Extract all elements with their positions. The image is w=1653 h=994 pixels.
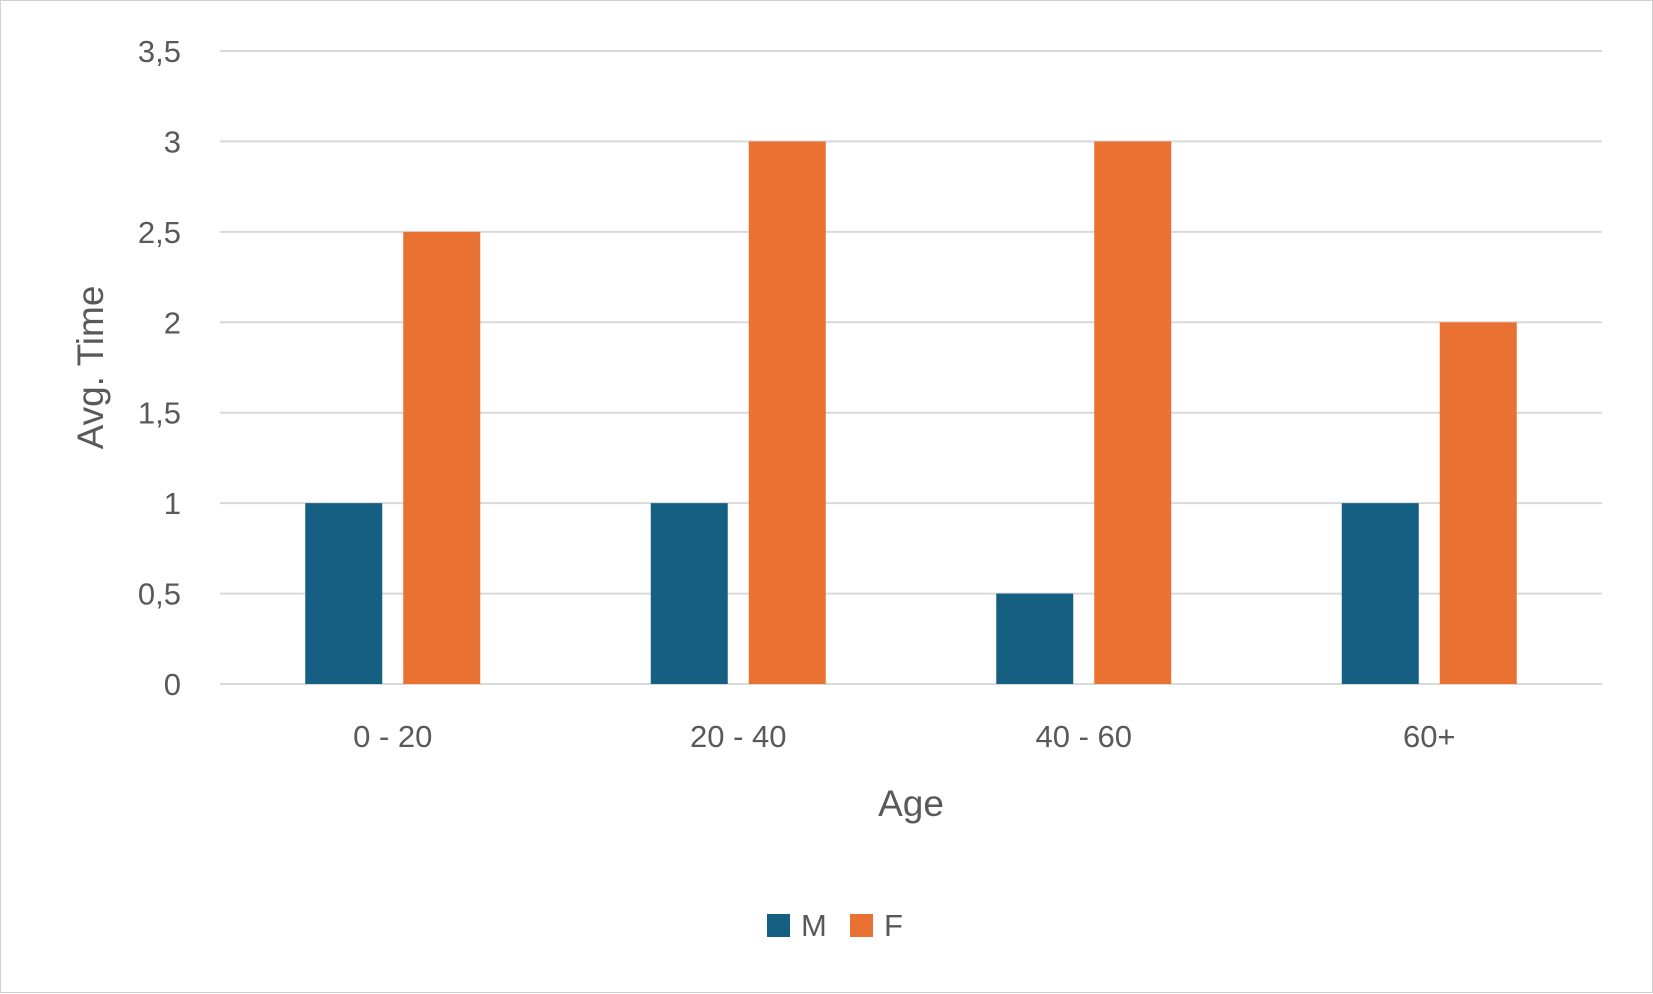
- y-tick-label: 2: [164, 305, 181, 340]
- y-tick-label: 2,5: [138, 215, 181, 250]
- legend-swatch-f: [850, 914, 873, 937]
- bar-m-1: [650, 503, 728, 684]
- x-axis-title: Age: [878, 783, 944, 824]
- y-tick-label: 3,5: [138, 34, 181, 69]
- legend-label-m: M: [801, 908, 827, 943]
- bar-f-3: [1439, 322, 1517, 684]
- bar-f-2: [1094, 141, 1172, 684]
- y-tick-label: 1: [164, 486, 181, 521]
- x-tick-label: 60+: [1403, 719, 1456, 754]
- bar-m-2: [996, 593, 1074, 684]
- y-axis-title: Avg. Time: [70, 286, 111, 450]
- x-tick-label: 0 - 20: [353, 719, 432, 754]
- bar-f-0: [403, 231, 481, 684]
- y-tick-label: 0,5: [138, 577, 181, 612]
- bar-m-0: [305, 503, 383, 684]
- x-tick-label: 40 - 60: [1035, 719, 1132, 754]
- y-tick-label: 3: [164, 124, 181, 159]
- y-tick-label: 1,5: [138, 396, 181, 431]
- y-tick-label: 0: [164, 667, 181, 702]
- bars: [305, 141, 1517, 684]
- bar-f-1: [748, 141, 826, 684]
- legend-swatch-m: [767, 914, 790, 937]
- x-axis-ticks: 0 - 20 20 - 40 40 - 60 60+: [353, 719, 1455, 754]
- y-axis-ticks: 0 0,5 1 1,5 2 2,5 3 3,5: [138, 34, 181, 702]
- legend-label-f: F: [884, 908, 903, 943]
- x-tick-label: 20 - 40: [690, 719, 787, 754]
- bar-m-3: [1341, 503, 1419, 684]
